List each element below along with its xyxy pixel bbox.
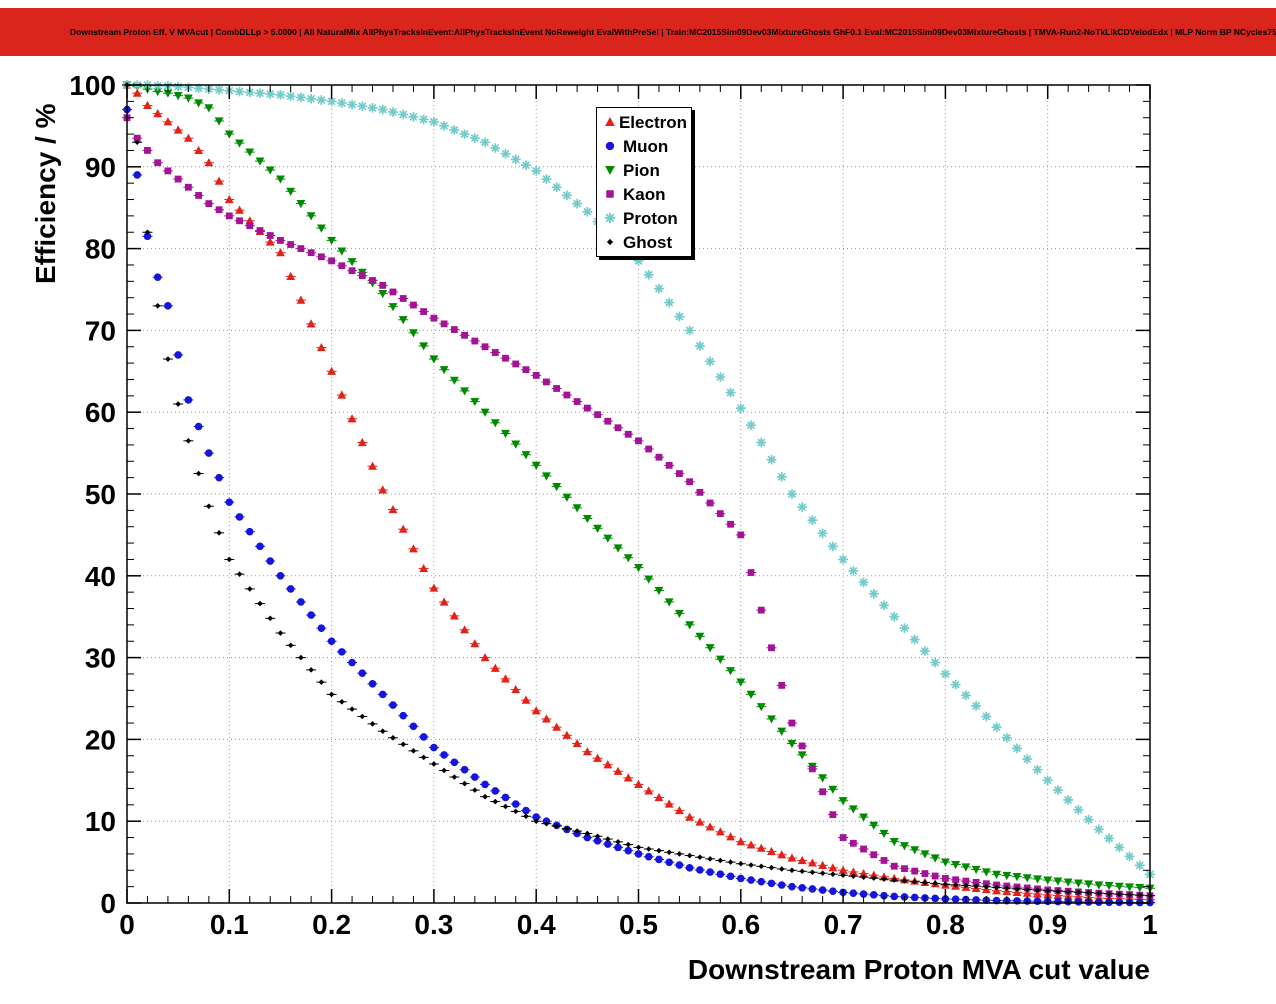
legend-label: Kaon [623, 184, 666, 204]
y-tick-label: 40 [85, 561, 116, 592]
legend-label: Proton [623, 208, 678, 228]
legend-item-pion: Pion [597, 158, 691, 182]
x-tick-label: 1 [1142, 909, 1158, 940]
x-tick-label: 0.7 [824, 909, 863, 940]
x-tick-label: 0.5 [619, 909, 658, 940]
legend-item-ghost: Ghost [597, 230, 691, 254]
legend-label: Ghost [623, 232, 673, 252]
x-tick-label: 0 [119, 909, 135, 940]
legend-item-electron: Electron [597, 110, 691, 134]
legend-item-kaon: Kaon [597, 182, 691, 206]
x-tick-label: 0.3 [414, 909, 453, 940]
legend-label: Muon [623, 136, 669, 156]
x-tick-label: 0.6 [721, 909, 760, 940]
series-electron [122, 80, 1155, 904]
series-kaon [122, 114, 1155, 900]
series-proton [122, 80, 1155, 880]
y-tick-label: 0 [100, 888, 116, 919]
x-tick-label: 0.4 [517, 909, 556, 940]
plot-title-banner: Downstream Proton Eff. V MVAcut | CombDL… [0, 8, 1276, 56]
y-tick-label: 20 [85, 724, 116, 755]
legend-label: Electron [618, 112, 687, 132]
legend-item-proton: Proton [597, 206, 691, 230]
x-tick-label: 0.1 [210, 909, 249, 940]
y-tick-label: 70 [85, 315, 116, 346]
legend: Electron Muon Pion Kaon Proton Ghost [596, 107, 692, 257]
ghost-marker-icon [606, 238, 614, 246]
kaon-marker-icon [606, 190, 614, 198]
muon-marker-icon [605, 141, 615, 151]
legend-label: Pion [623, 160, 660, 180]
y-axis-label: Efficiency / % [30, 103, 61, 284]
y-tick-label: 90 [85, 152, 116, 183]
y-tick-label: 50 [85, 479, 116, 510]
proton-marker-icon [604, 212, 616, 224]
y-tick-label: 80 [85, 234, 116, 265]
series-ghost [122, 82, 1155, 899]
y-tick-label: 60 [85, 397, 116, 428]
y-tick-label: 10 [85, 806, 116, 837]
electron-marker-icon [605, 116, 615, 126]
x-tick-label: 0.9 [1028, 909, 1067, 940]
y-tick-label: 30 [85, 643, 116, 674]
plot-title-text: Downstream Proton Eff. V MVAcut | CombDL… [70, 27, 1276, 37]
x-tick-label: 0.8 [926, 909, 965, 940]
y-tick-label: 100 [69, 70, 116, 101]
efficiency-plot: 0 0.1 0.2 0.3 0.4 0.5 0.6 0.7 0.8 0.9 101020304050… [69, 70, 1158, 940]
x-axis-label: Downstream Proton MVA cut value [687, 954, 1150, 985]
legend-item-muon: Muon [597, 134, 691, 158]
pion-marker-icon [605, 166, 615, 176]
x-tick-label: 0.2 [312, 909, 351, 940]
